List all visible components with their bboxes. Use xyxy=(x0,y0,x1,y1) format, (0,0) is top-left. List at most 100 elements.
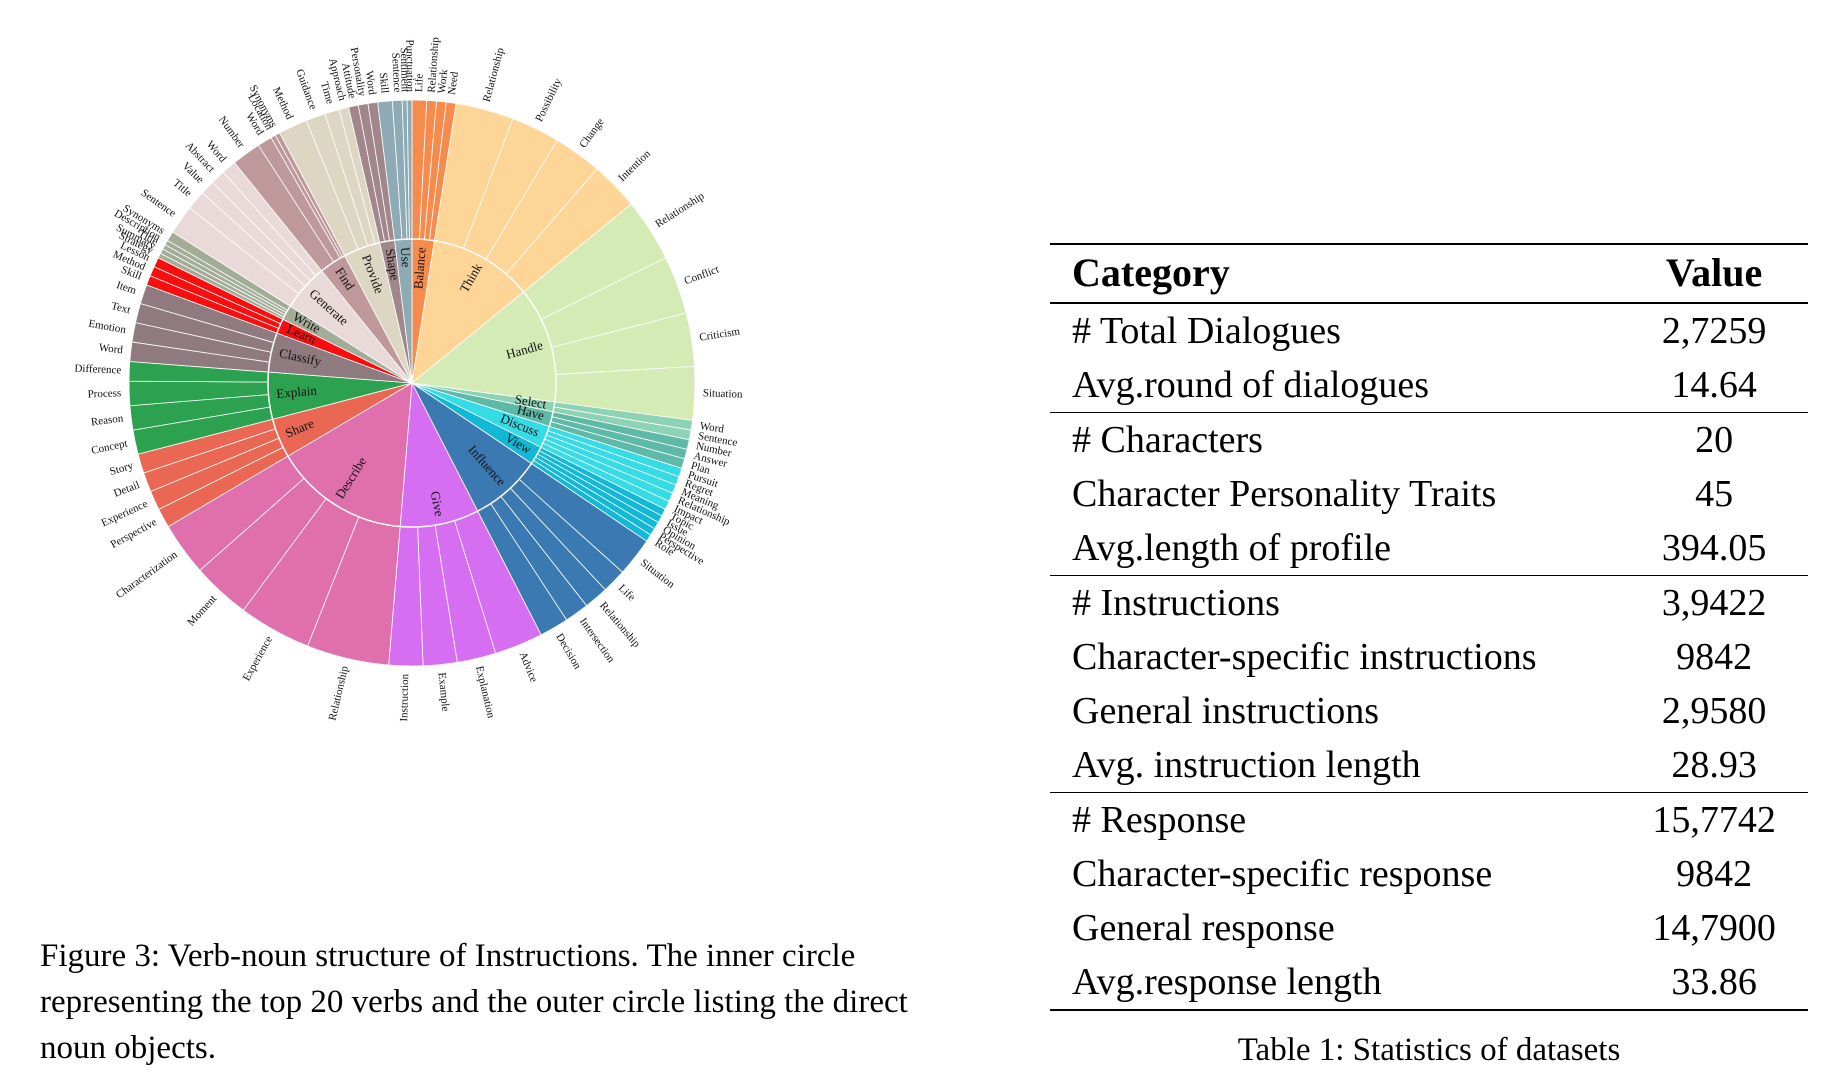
inner-ring-border xyxy=(267,238,557,528)
row-value: 9842 xyxy=(1676,636,1753,678)
noun-label: Plan xyxy=(689,460,712,477)
verb-label: Select xyxy=(514,391,548,411)
table-row: Avg.response length 33.86 xyxy=(1050,955,1808,1011)
table-row: Avg.round of dialogues 14.64 xyxy=(1050,358,1808,413)
noun-label: Emotion xyxy=(87,318,127,337)
noun-label: Word xyxy=(363,70,378,96)
noun-label: Moment xyxy=(185,593,219,629)
noun-label: Advice xyxy=(517,650,540,684)
verb-label: Have xyxy=(516,402,547,423)
noun-label: Title xyxy=(171,177,194,199)
noun-label: Word xyxy=(699,420,725,436)
inner-verb-ring xyxy=(267,238,557,528)
verb-label: Use xyxy=(398,247,414,268)
row-value: 394.05 xyxy=(1661,527,1767,569)
row-category: General instructions xyxy=(1072,690,1380,732)
noun-label: Concept xyxy=(90,438,128,457)
noun-label: Change xyxy=(577,116,606,150)
verb-label: Explain xyxy=(276,382,318,401)
noun-label: Word xyxy=(98,342,124,357)
table-row: Avg. instruction length 28.93 xyxy=(1050,738,1808,793)
row-category: Avg.round of dialogues xyxy=(1072,364,1430,406)
noun-label: Explanation xyxy=(473,665,497,720)
table-row: Character-specific instructions 9842 xyxy=(1050,630,1808,684)
noun-label: Detail xyxy=(112,479,141,500)
table-row: # Response 15,7742 xyxy=(1050,792,1808,847)
table-row: # Instructions 3,9422 xyxy=(1050,575,1808,630)
row-category: # Characters xyxy=(1050,412,1621,467)
row-value: 28.93 xyxy=(1671,744,1757,786)
row-category: Character-specific response xyxy=(1072,853,1493,895)
statistics-table: Category Value # Total Dialogues 2,7259 Av… xyxy=(1050,243,1808,1011)
row-value: 33.86 xyxy=(1620,955,1808,1011)
noun-label: Need xyxy=(446,70,461,95)
noun-label: Work xyxy=(436,68,451,94)
table-row: General instructions 2,9580 xyxy=(1050,684,1808,738)
row-category: # Instructions xyxy=(1050,575,1621,630)
verb-label: Give xyxy=(428,490,448,518)
noun-label: Situation xyxy=(703,387,744,400)
table-row: General response 14,7900 xyxy=(1050,901,1808,955)
verb-noun-sunburst: Balance ThinkHandleSelectHaveDiscussViewI… xyxy=(74,36,744,721)
row-value: 2,7259 xyxy=(1661,310,1767,352)
noun-label: Punctuation xyxy=(403,39,415,92)
row-category: Avg.response length xyxy=(1050,955,1621,1011)
noun-label: Criticism xyxy=(699,326,742,344)
row-category: Avg.length of profile xyxy=(1072,527,1392,569)
noun-label: Intention xyxy=(616,147,653,184)
noun-label: Skill xyxy=(377,72,391,94)
row-value: 20 xyxy=(1620,412,1808,467)
noun-label: Sentiment xyxy=(398,47,411,92)
noun-label: Instruction xyxy=(398,673,411,721)
header-value: Value xyxy=(1620,243,1808,304)
noun-label: Relationship xyxy=(653,190,707,230)
table-row: # Characters 20 xyxy=(1050,412,1808,467)
noun-label: Process xyxy=(87,387,121,400)
noun-label: Possibility xyxy=(533,76,564,123)
noun-label: Number xyxy=(216,114,247,151)
noun-label: Characterization xyxy=(114,548,180,601)
verb-label: Shape xyxy=(383,247,403,281)
table-row: Character-specific response 9842 xyxy=(1050,847,1808,901)
row-category: # Response xyxy=(1050,792,1621,847)
table-header-row: Category Value xyxy=(1050,243,1808,304)
statistics-table-container: Category Value # Total Dialogues 2,7259 Av… xyxy=(1050,243,1808,1011)
table-caption: Table 1: Statistics of datasets xyxy=(1237,1032,1621,1068)
row-value: 14,7900 xyxy=(1652,907,1776,949)
noun-label: Relationship xyxy=(327,664,351,721)
figure-caption: Figure 3: Verb-noun structure of Instruc… xyxy=(40,938,908,1066)
table-row: # Total Dialogues 2,7259 xyxy=(1050,303,1808,358)
noun-label: Life xyxy=(413,73,425,92)
row-value: 2,9580 xyxy=(1661,690,1767,732)
row-category: General response xyxy=(1072,907,1335,949)
noun-label: Situation xyxy=(638,557,677,591)
row-category: Character Personality Traits xyxy=(1072,473,1497,515)
noun-label: Text xyxy=(110,300,132,316)
noun-label: Example xyxy=(436,672,452,712)
noun-label: Sentence xyxy=(389,52,403,92)
noun-label: Difference xyxy=(74,363,121,377)
noun-label: Story xyxy=(108,460,135,478)
noun-label: Item xyxy=(115,279,138,297)
row-value: 14.64 xyxy=(1671,364,1757,406)
noun-label: Decision xyxy=(553,631,583,671)
noun-label: Reason xyxy=(90,412,124,428)
row-value: 15,7742 xyxy=(1620,792,1808,847)
table-row: Avg.length of profile 394.05 xyxy=(1050,521,1808,576)
table-body: # Total Dialogues 2,7259 Avg.round of dial… xyxy=(1050,303,1808,1011)
outer-noun-ring xyxy=(128,99,696,667)
noun-label: Relationship xyxy=(426,36,442,93)
row-category: # Total Dialogues xyxy=(1072,310,1341,352)
table-row: Character Personality Traits 45 xyxy=(1050,467,1808,521)
noun-label: Life xyxy=(616,582,638,603)
noun-label: Experience xyxy=(241,634,276,683)
verb-label: Balance xyxy=(410,246,428,289)
noun-label: Relationship xyxy=(481,46,507,103)
row-category: Avg. instruction length xyxy=(1072,744,1421,786)
noun-label: Conflict xyxy=(683,264,721,288)
row-category: Character-specific instructions xyxy=(1072,636,1537,678)
row-value: 45 xyxy=(1695,473,1734,515)
header-category: Category xyxy=(1050,243,1621,304)
row-value: 3,9422 xyxy=(1620,575,1808,630)
noun-label: Guidance xyxy=(293,68,319,112)
